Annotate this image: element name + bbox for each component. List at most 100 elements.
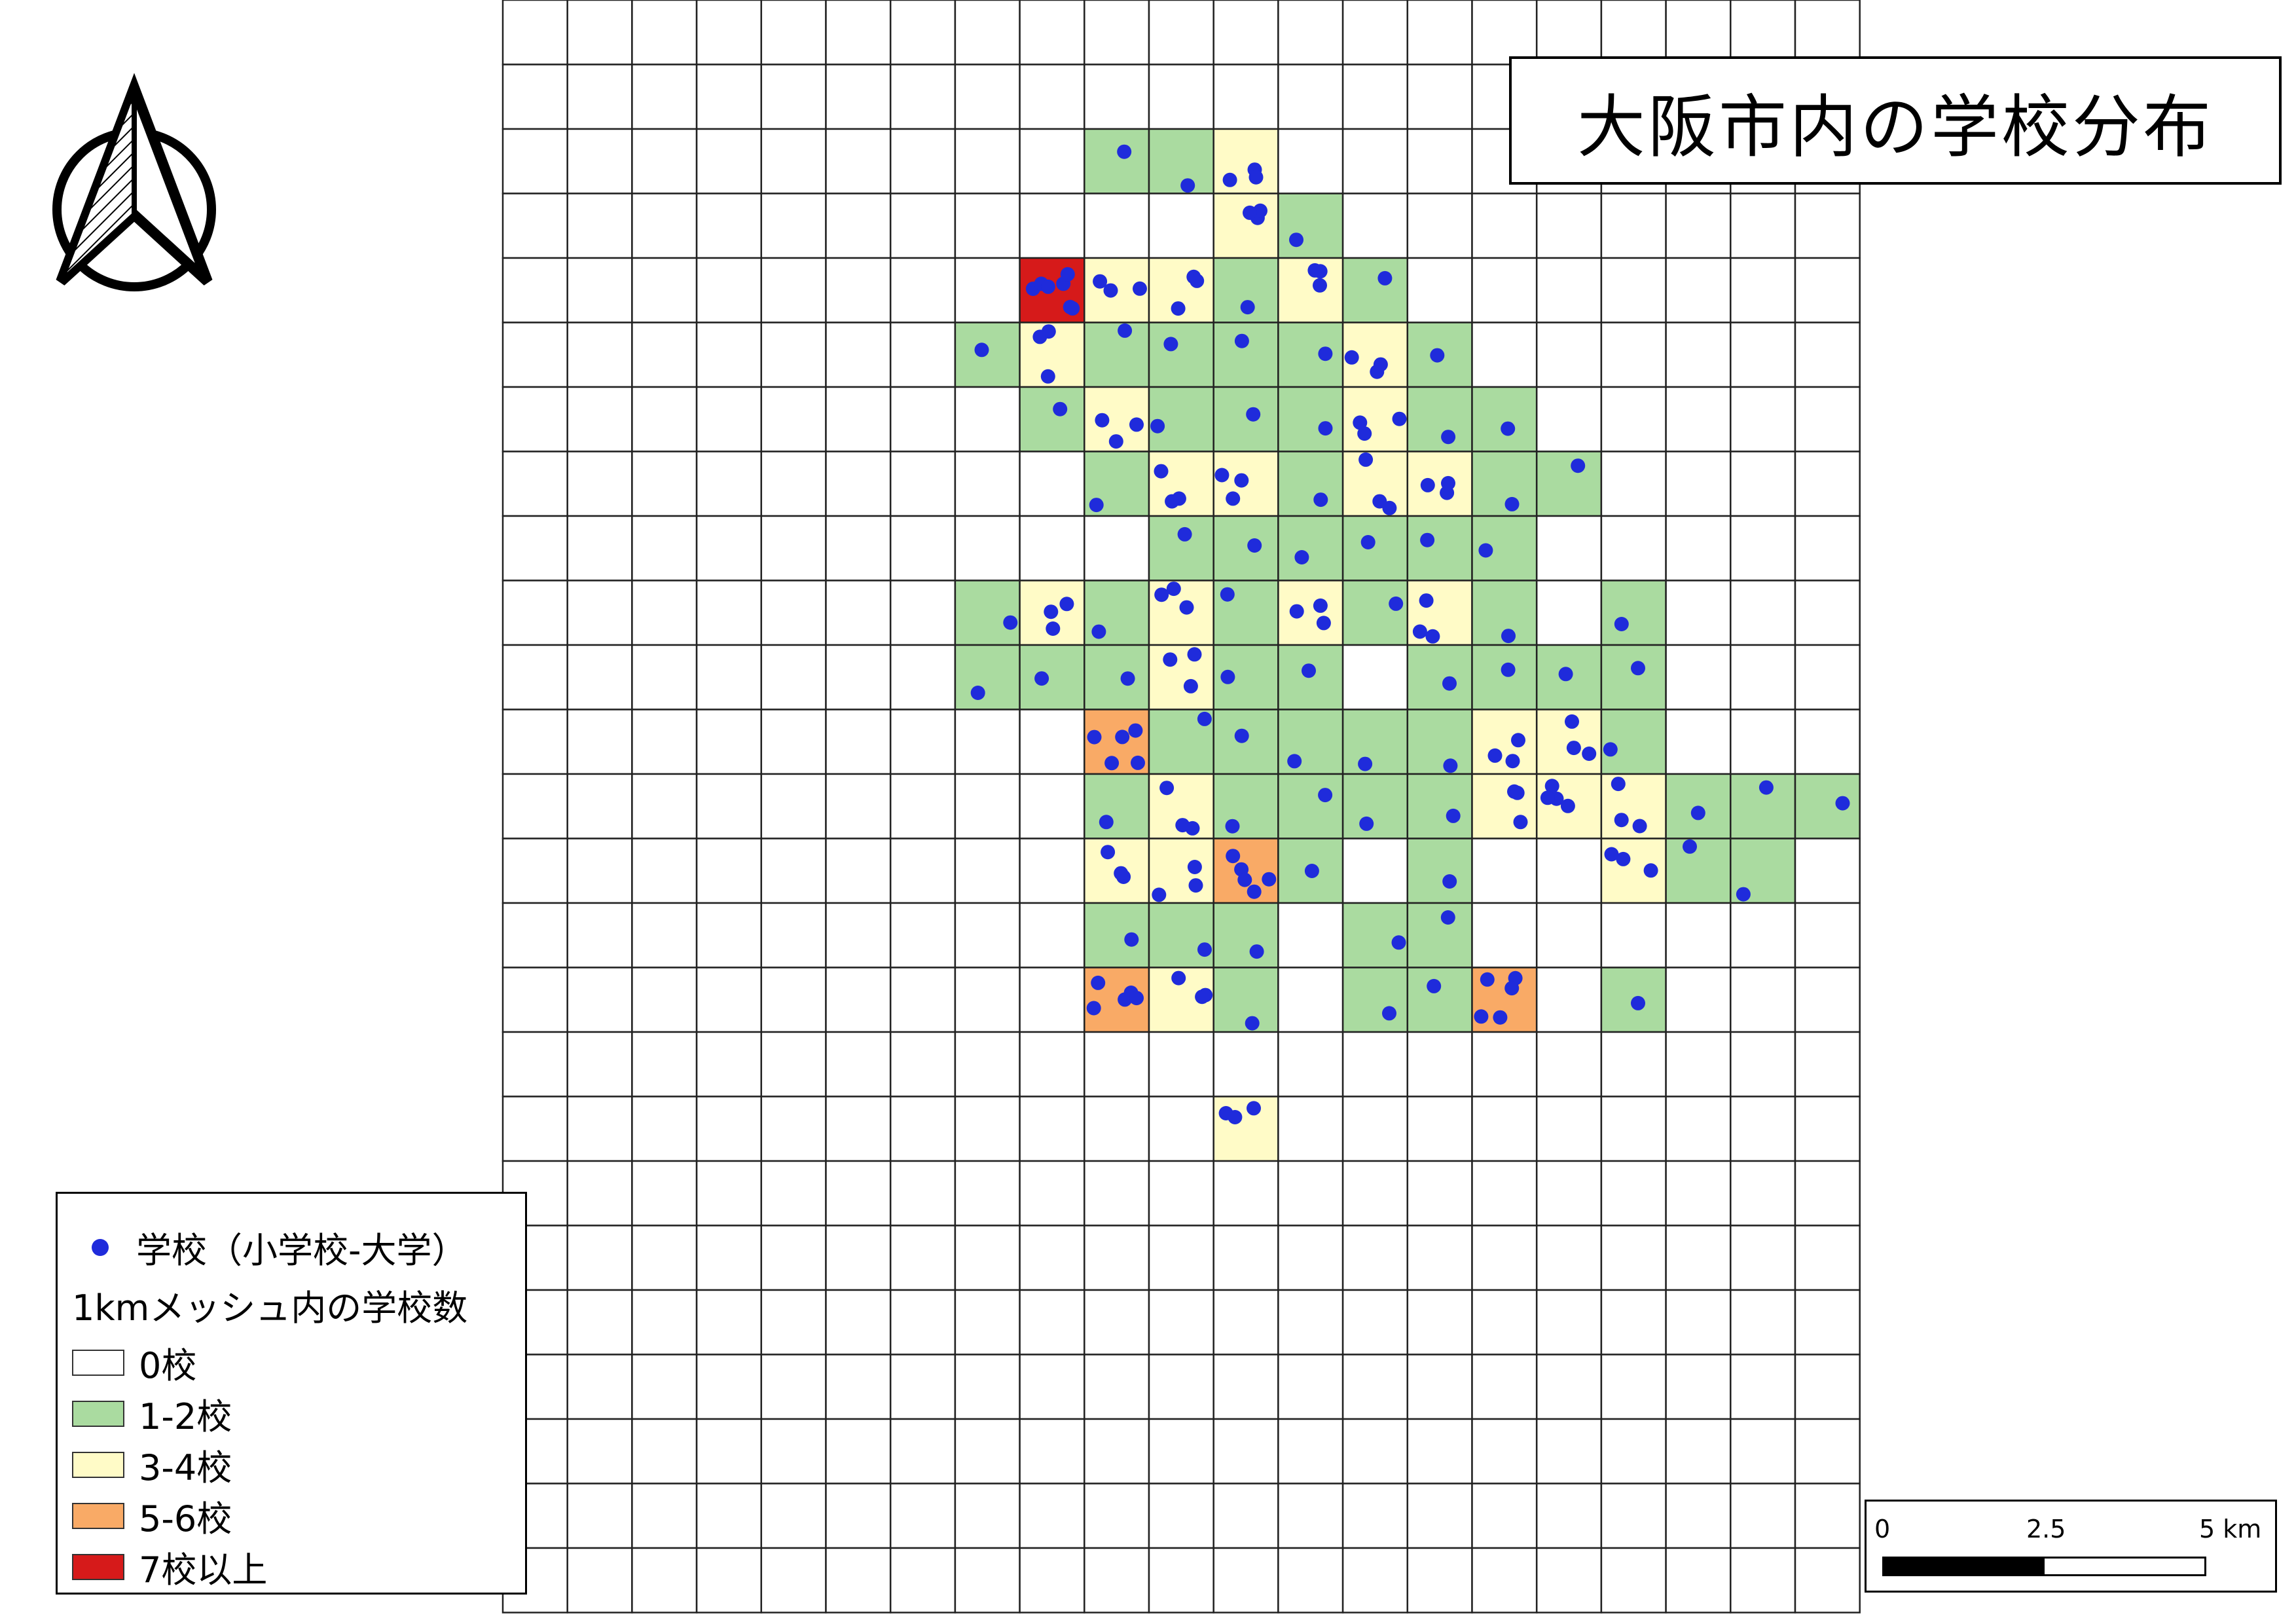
school-point bbox=[1758, 780, 1774, 795]
mesh-cell bbox=[566, 1418, 633, 1485]
mesh-cell bbox=[889, 902, 957, 969]
mesh-cell bbox=[695, 193, 763, 259]
mesh-cell bbox=[954, 773, 1021, 840]
school-point bbox=[1493, 1010, 1508, 1025]
mesh-cell bbox=[1600, 1031, 1667, 1098]
mesh-cell bbox=[1277, 515, 1344, 581]
mesh-cell bbox=[1794, 773, 1861, 840]
mesh-cell bbox=[566, 193, 633, 259]
school-point bbox=[1237, 872, 1252, 887]
school-point bbox=[1046, 621, 1061, 636]
mesh-cell bbox=[954, 1096, 1021, 1162]
legend-class-2: 3-4校 bbox=[58, 1439, 232, 1490]
mesh-cell bbox=[889, 1225, 957, 1291]
mesh-cell bbox=[1341, 838, 1409, 904]
mesh-cell bbox=[954, 193, 1021, 259]
mesh-cell bbox=[501, 1096, 568, 1162]
mesh-cell bbox=[825, 386, 892, 452]
mesh-cell bbox=[1794, 257, 1861, 323]
mesh-cell bbox=[954, 0, 1021, 65]
mesh-cell bbox=[1084, 902, 1150, 969]
mesh-cell bbox=[1019, 0, 1085, 65]
mesh-cell bbox=[1794, 1289, 1861, 1356]
mesh-cell bbox=[1471, 1031, 1538, 1098]
mesh-cell bbox=[1794, 1096, 1861, 1162]
mesh-cell bbox=[1730, 193, 1796, 259]
mesh-cell bbox=[566, 709, 633, 775]
mesh-cell bbox=[1084, 1354, 1150, 1420]
mesh-cell bbox=[889, 515, 957, 581]
mesh-cell bbox=[1406, 1483, 1473, 1549]
mesh-cell bbox=[889, 1160, 957, 1227]
mesh-cell bbox=[1084, 1483, 1150, 1549]
mesh-cell bbox=[1148, 1354, 1214, 1420]
mesh-cell bbox=[1148, 1160, 1214, 1227]
mesh-cell bbox=[631, 0, 698, 65]
mesh-cell bbox=[1794, 580, 1861, 646]
mesh-cell bbox=[1212, 773, 1279, 840]
mesh-cell bbox=[695, 709, 763, 775]
mesh-cell bbox=[1794, 386, 1861, 452]
mesh-cell bbox=[1084, 1160, 1150, 1227]
mesh-cell bbox=[889, 1096, 957, 1162]
mesh-cell bbox=[566, 1547, 633, 1614]
mesh-cell bbox=[695, 1031, 763, 1098]
mesh-cell bbox=[760, 1096, 827, 1162]
mesh-cell bbox=[825, 1483, 892, 1549]
mesh-cell bbox=[825, 773, 892, 840]
school-point bbox=[1442, 676, 1457, 691]
mesh-cell bbox=[1730, 1418, 1796, 1485]
school-point bbox=[1195, 989, 1210, 1005]
school-points bbox=[970, 144, 1850, 1124]
school-point bbox=[1287, 754, 1302, 769]
mesh-cell bbox=[1406, 64, 1473, 130]
school-point bbox=[1604, 847, 1619, 862]
mesh-cell bbox=[1212, 128, 1279, 194]
mesh-cell bbox=[1794, 644, 1861, 710]
school-point bbox=[1631, 661, 1645, 676]
mesh-cell bbox=[1148, 1031, 1214, 1098]
legend-class-label: 3-4校 bbox=[139, 1447, 232, 1488]
scale-bar: 0 2.5 5 km bbox=[1865, 1500, 2277, 1593]
school-point bbox=[1171, 970, 1186, 986]
mesh-cell bbox=[760, 1418, 827, 1485]
school-point bbox=[1690, 805, 1705, 821]
mesh-cell bbox=[1084, 773, 1150, 840]
school-point bbox=[1187, 647, 1202, 662]
mesh-cell bbox=[1794, 0, 1861, 65]
mesh-cell bbox=[1794, 193, 1861, 259]
mesh-cell bbox=[1341, 1354, 1409, 1420]
mesh-cell bbox=[1794, 967, 1861, 1033]
mesh-cell bbox=[1019, 386, 1085, 452]
school-point bbox=[1093, 274, 1108, 289]
mesh-cell bbox=[631, 1096, 698, 1162]
mesh-cell bbox=[1471, 644, 1538, 710]
mesh-cell bbox=[501, 515, 568, 581]
mesh-cell bbox=[1019, 515, 1085, 581]
map-title: 大阪市内の学校分布 bbox=[1509, 56, 2282, 185]
mesh-cell bbox=[1148, 902, 1214, 969]
mesh-cell bbox=[1277, 451, 1344, 517]
mesh-cell bbox=[1535, 193, 1603, 259]
mesh-cell bbox=[760, 644, 827, 710]
mesh-cell bbox=[631, 1483, 698, 1549]
mesh-cell bbox=[1341, 967, 1409, 1033]
mesh-cell bbox=[1471, 322, 1538, 388]
mesh-cell bbox=[1341, 515, 1409, 581]
mesh-cell bbox=[1535, 902, 1603, 969]
mesh-cell bbox=[566, 128, 633, 194]
school-point bbox=[1420, 477, 1435, 492]
mesh-cell bbox=[1730, 1031, 1796, 1098]
mesh-cell bbox=[1148, 1096, 1214, 1162]
mesh-cell bbox=[1600, 1354, 1667, 1420]
mesh-cell bbox=[1341, 257, 1409, 323]
mesh-cell bbox=[760, 0, 827, 65]
school-point bbox=[1133, 281, 1147, 296]
school-point bbox=[1501, 421, 1516, 436]
mesh-cell bbox=[1341, 902, 1409, 969]
mesh-cell bbox=[1730, 1096, 1796, 1162]
mesh-cell bbox=[566, 1031, 633, 1098]
mesh-cell bbox=[760, 515, 827, 581]
mesh-cell bbox=[1019, 1354, 1085, 1420]
mesh-cell bbox=[825, 322, 892, 388]
